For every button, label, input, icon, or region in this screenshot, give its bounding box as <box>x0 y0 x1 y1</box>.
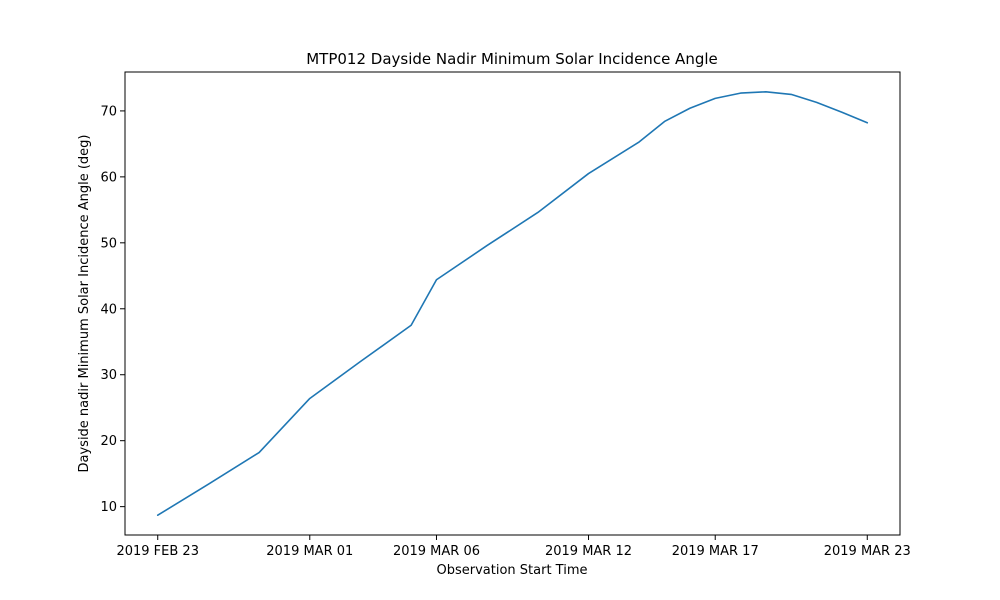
y-tick-label: 60 <box>100 170 117 185</box>
chart-title: MTP012 Dayside Nadir Minimum Solar Incid… <box>306 50 718 68</box>
y-tick-label: 50 <box>100 236 117 251</box>
y-tick-label: 70 <box>100 104 117 119</box>
x-tick-label: 2019 MAR 23 <box>824 544 911 559</box>
y-axis-title: Dayside nadir Minimum Solar Incidence An… <box>77 135 92 473</box>
series-line <box>156 90 869 517</box>
x-tick-label: 2019 MAR 06 <box>393 544 480 559</box>
y-axis: 10 20 30 40 50 60 70 <box>100 104 125 515</box>
y-tick-label: 30 <box>100 368 117 383</box>
plot-area <box>156 90 869 517</box>
x-axis-title: Observation Start Time <box>437 563 588 578</box>
y-tick-label: 10 <box>100 500 117 515</box>
y-tick-label: 40 <box>100 302 117 317</box>
x-tick-label: 2019 MAR 12 <box>545 544 632 559</box>
x-axis: 2019 FEB 23 2019 MAR 01 2019 MAR 06 2019 MA… <box>116 535 911 559</box>
plot-frame <box>124 71 901 536</box>
x-tick-label: 2019 MAR 17 <box>672 544 759 559</box>
x-tick-label: 2019 FEB 23 <box>116 544 199 559</box>
y-tick-label: 20 <box>100 434 117 449</box>
x-tick-label: 2019 MAR 01 <box>266 544 353 559</box>
